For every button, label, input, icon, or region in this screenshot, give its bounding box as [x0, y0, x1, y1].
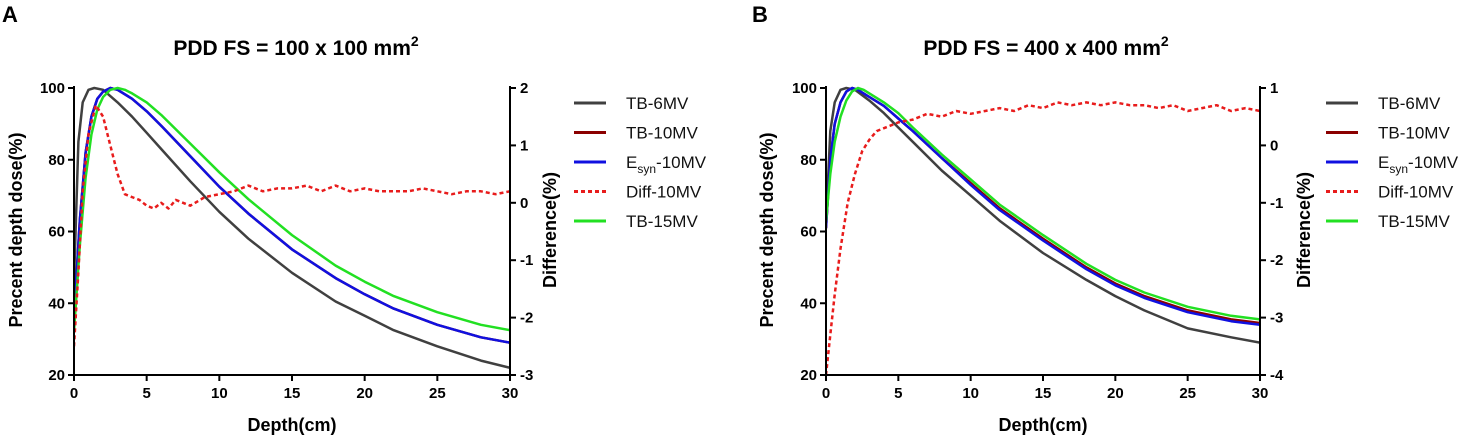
y-axis-label: Precent depth dose(%) — [6, 132, 26, 327]
y2-tick-label: 0 — [520, 195, 528, 212]
legend: TB-6MV TB-10MV Esyn-10MV Diff-10MV TB-15MV — [574, 94, 707, 231]
x-tick-label: 20 — [1107, 385, 1124, 402]
y2-tick-label: -4 — [1270, 367, 1284, 384]
legend-item: Diff-10MV — [1326, 183, 1454, 202]
legend: TB-6MV TB-10MV Esyn-10MV Diff-10MV TB-15MV — [1326, 94, 1459, 231]
legend-item: Diff-10MV — [574, 183, 702, 202]
legend-label: TB-10MV — [1378, 124, 1450, 143]
series-line-esyn-10mv — [826, 86, 1260, 327]
series-group — [826, 86, 1260, 375]
chart-title-main: PDD FS = 400 x 400 mm — [923, 37, 1161, 60]
y-tick-label: 60 — [800, 224, 817, 241]
series-line-diff-10mv — [74, 103, 510, 347]
x-tick-label: 5 — [894, 385, 902, 402]
plot-area: 0 5 10 15 20 25 30 20 40 60 80 100 -3 -2 -1 0 1 2 — [40, 80, 533, 402]
y-tick-label: 40 — [48, 295, 65, 312]
chart-title: PDD FS = 400 x 400 mm2 — [923, 33, 1169, 60]
y2-tick-label: 1 — [1270, 80, 1278, 97]
x-tick-label: 0 — [822, 385, 830, 402]
x-tick-label: 25 — [429, 385, 446, 402]
x-tick-label: 20 — [356, 385, 373, 402]
panel-letter: A — [2, 2, 18, 27]
series-line-tb-6mv — [826, 86, 1260, 344]
y2-tick-label: -2 — [1270, 252, 1283, 269]
y-tick-label: 20 — [800, 367, 817, 384]
chart-panel-a: A PDD FS = 100 x 100 mm2 Depth(cm) Prece… — [2, 2, 707, 435]
legend-item: TB-6MV — [574, 94, 689, 113]
x-tick-label: 10 — [962, 385, 979, 402]
y-tick-label: 20 — [48, 367, 65, 384]
legend-item: TB-15MV — [574, 212, 698, 231]
legend-item: TB-10MV — [574, 124, 698, 143]
plot-area: 0 5 10 15 20 25 30 20 40 60 80 100 -4 -3 -2 -1 0 1 — [792, 80, 1284, 402]
y-tick-label: 40 — [800, 295, 817, 312]
legend-label: TB-15MV — [1378, 212, 1450, 231]
chart-title: PDD FS = 100 x 100 mm2 — [173, 33, 419, 60]
chart-title-superscript: 2 — [411, 33, 419, 49]
legend-label: Diff-10MV — [1378, 183, 1454, 202]
x-tick-label: 15 — [1035, 385, 1052, 402]
series-line-tb-15mv — [826, 86, 1260, 321]
y-tick-label: 60 — [48, 224, 65, 241]
series-line-tb-6mv — [74, 86, 510, 370]
series-line-tb-10mv — [826, 86, 1260, 325]
legend-label: Esyn-10MV — [1378, 153, 1459, 176]
legend-label: Esyn-10MV — [626, 153, 707, 176]
legend-item: TB-6MV — [1326, 94, 1441, 113]
legend-label: TB-6MV — [626, 94, 689, 113]
y-tick-label: 100 — [792, 80, 817, 97]
x-tick-label: 0 — [70, 385, 78, 402]
y2-axis-label: Difference(%) — [1294, 172, 1314, 288]
x-axis-label: Depth(cm) — [999, 415, 1088, 435]
x-tick-label: 30 — [1252, 385, 1269, 402]
y2-tick-label: -2 — [520, 310, 533, 327]
series-line-esyn-10mv — [74, 86, 510, 344]
x-axis-label: Depth(cm) — [248, 415, 337, 435]
legend-label: TB-10MV — [626, 124, 698, 143]
y-axis-label: Precent depth dose(%) — [757, 132, 777, 327]
x-tick-label: 15 — [284, 385, 301, 402]
y2-tick-label: 0 — [1270, 137, 1278, 154]
legend-label: TB-15MV — [626, 212, 698, 231]
legend-label: Diff-10MV — [626, 183, 702, 202]
legend-label: TB-6MV — [1378, 94, 1441, 113]
series-line-diff-10mv — [826, 101, 1260, 375]
y2-tick-label: -3 — [1270, 310, 1283, 327]
legend-item: Esyn-10MV — [574, 153, 707, 176]
y2-tick-label: -1 — [1270, 195, 1283, 212]
y-tick-label: 100 — [40, 80, 65, 97]
legend-item: TB-15MV — [1326, 212, 1450, 231]
y-tick-label: 80 — [48, 152, 65, 169]
chart-title-superscript: 2 — [1161, 33, 1169, 49]
x-tick-label: 5 — [142, 385, 150, 402]
y-tick-label: 80 — [800, 152, 817, 169]
y2-tick-label: 2 — [520, 80, 528, 97]
series-group — [74, 86, 510, 370]
legend-item: Esyn-10MV — [1326, 153, 1459, 176]
chart-panel-b: B PDD FS = 400 x 400 mm2 Depth(cm) Prece… — [752, 2, 1459, 435]
y2-tick-label: -3 — [520, 367, 533, 384]
y2-axis-label: Difference(%) — [540, 172, 560, 288]
panel-letter: B — [752, 2, 768, 27]
series-line-tb-15mv — [74, 86, 510, 334]
x-tick-label: 25 — [1179, 385, 1196, 402]
y2-tick-label: 1 — [520, 137, 528, 154]
legend-item: TB-10MV — [1326, 124, 1450, 143]
y2-tick-label: -1 — [520, 252, 533, 269]
chart-title-main: PDD FS = 100 x 100 mm — [173, 37, 411, 60]
x-tick-label: 10 — [211, 385, 228, 402]
x-tick-label: 30 — [502, 385, 519, 402]
